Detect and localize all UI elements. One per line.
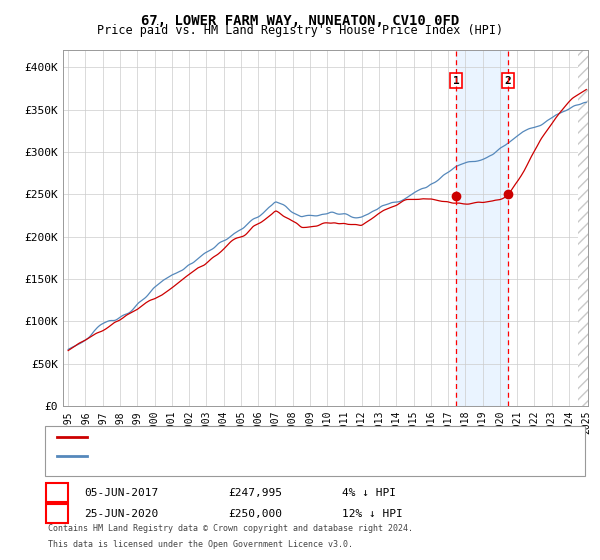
Text: Price paid vs. HM Land Registry's House Price Index (HPI): Price paid vs. HM Land Registry's House …	[97, 24, 503, 37]
Text: Contains HM Land Registry data © Crown copyright and database right 2024.: Contains HM Land Registry data © Crown c…	[48, 524, 413, 533]
Text: 67, LOWER FARM WAY, NUNEATON, CV10 0FD: 67, LOWER FARM WAY, NUNEATON, CV10 0FD	[141, 14, 459, 28]
Text: 2: 2	[53, 507, 61, 520]
Bar	[456, 50, 508, 406]
Bar	[578, 50, 592, 406]
Text: 12% ↓ HPI: 12% ↓ HPI	[342, 508, 403, 519]
Text: 25-JUN-2020: 25-JUN-2020	[84, 508, 158, 519]
Text: 67, LOWER FARM WAY, NUNEATON, CV10 0FD (detached house): 67, LOWER FARM WAY, NUNEATON, CV10 0FD (…	[93, 432, 423, 442]
Bar	[578, 50, 592, 406]
Text: HPI: Average price, detached house, Nuneaton and Bedworth: HPI: Average price, detached house, Nune…	[93, 451, 435, 461]
Text: 1: 1	[452, 76, 460, 86]
Text: £247,995: £247,995	[228, 488, 282, 498]
Text: 05-JUN-2017: 05-JUN-2017	[84, 488, 158, 498]
Text: 1: 1	[53, 486, 61, 500]
Text: 4% ↓ HPI: 4% ↓ HPI	[342, 488, 396, 498]
Text: 2: 2	[505, 76, 511, 86]
Text: £250,000: £250,000	[228, 508, 282, 519]
Text: This data is licensed under the Open Government Licence v3.0.: This data is licensed under the Open Gov…	[48, 540, 353, 549]
